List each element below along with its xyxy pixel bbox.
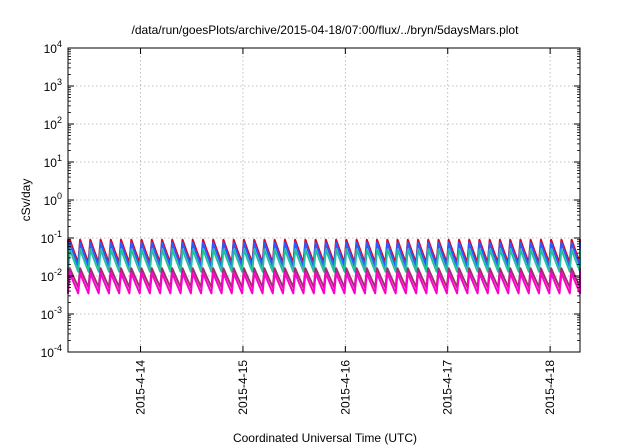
- y-tick-label: 103: [44, 77, 62, 94]
- series-line-5: [67, 272, 581, 295]
- y-tick-label: 10-3: [41, 305, 62, 322]
- tick-marks: [68, 47, 580, 353]
- y-tick-labels: 10-4 10-3 10-2 10-1 100 101 102 103 104: [41, 39, 62, 360]
- y-tick-label: 104: [44, 39, 62, 56]
- chart-title: /data/run/goesPlots/archive/2015-04-18/0…: [132, 23, 520, 37]
- y-tick-label: 10-1: [41, 229, 62, 246]
- y-axis-label: cSv/day: [19, 179, 33, 222]
- series-line-3: [67, 248, 581, 273]
- x-tick-label: 2015-4-14: [134, 360, 148, 415]
- y-tick-label: 100: [44, 191, 62, 208]
- y-tick-label: 10-2: [41, 267, 62, 284]
- x-axis-label: Coordinated Universal Time (UTC): [233, 431, 417, 445]
- y-tick-label: 10-4: [41, 343, 62, 360]
- x-tick-label: 2015-4-16: [338, 360, 352, 415]
- series-group: [67, 238, 581, 295]
- x-tick-label: 2015-4-18: [543, 360, 557, 415]
- y-tick-label: 101: [44, 153, 62, 170]
- grid-lines: [68, 48, 580, 352]
- x-tick-label: 2015-4-17: [441, 360, 455, 415]
- y-tick-label: 102: [44, 115, 62, 132]
- x-tick-label: 2015-4-15: [236, 360, 250, 415]
- x-tick-labels: 2015-4-14 2015-4-15 2015-4-16 2015-4-17 2015…: [134, 360, 558, 415]
